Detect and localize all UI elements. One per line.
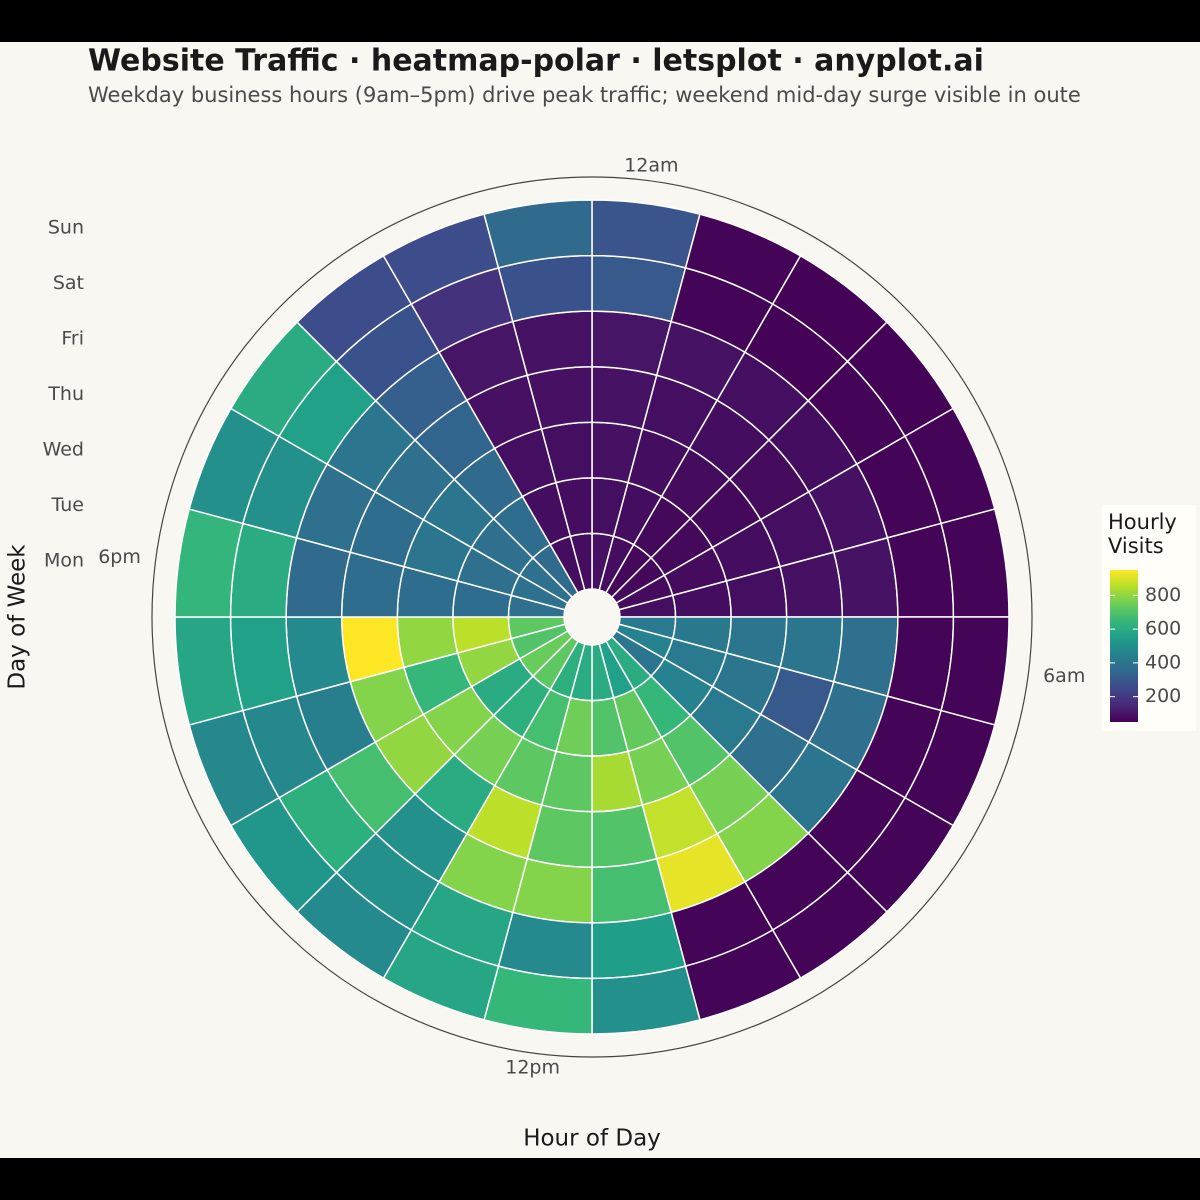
y-tick-label: Sun — [48, 216, 84, 238]
x-tick-label: 6am — [1043, 665, 1085, 687]
heat-cell — [591, 857, 673, 924]
x-tick-label: 12pm — [505, 1057, 560, 1079]
heat-cell — [497, 254, 593, 323]
colorbar — [1110, 570, 1138, 722]
y-tick-label: Sat — [53, 272, 84, 294]
heat-cell — [886, 616, 955, 712]
heat-cell — [886, 522, 955, 618]
x-tick-label: 6pm — [98, 546, 141, 568]
heat-cell — [229, 616, 298, 712]
y-axis-title: Day of Week — [5, 544, 31, 690]
heat-cell — [229, 522, 298, 618]
y-tick-label: Mon — [44, 550, 84, 572]
legend-title: Visits — [1108, 534, 1164, 558]
y-tick-label: Tue — [51, 494, 84, 516]
y-tick-label: Fri — [61, 327, 84, 349]
heat-cell — [285, 616, 352, 698]
legend-tick-label: 200 — [1145, 685, 1181, 707]
legend-tick-label: 400 — [1145, 651, 1181, 673]
heat-cell — [511, 310, 593, 377]
heat-cell — [483, 199, 593, 269]
chart-subtitle: Weekday business hours (9am–5pm) drive p… — [88, 83, 1081, 107]
legend-tick-label: 800 — [1145, 584, 1181, 606]
x-axis-title: Hour of Day — [523, 1126, 661, 1152]
heat-cell — [591, 254, 687, 323]
legend-tick-label: 600 — [1145, 618, 1181, 640]
x-tick-label: 12am — [624, 154, 678, 176]
y-tick-label: Wed — [43, 439, 84, 461]
y-tick-label: Thu — [47, 383, 84, 405]
polar-frame — [151, 176, 1033, 1058]
legend-title: Hourly — [1108, 510, 1177, 534]
heat-cell — [497, 911, 593, 980]
heat-cell — [591, 911, 687, 980]
heat-cell — [832, 536, 899, 618]
chart-title: Website Traffic · heatmap-polar · letspl… — [88, 44, 984, 79]
